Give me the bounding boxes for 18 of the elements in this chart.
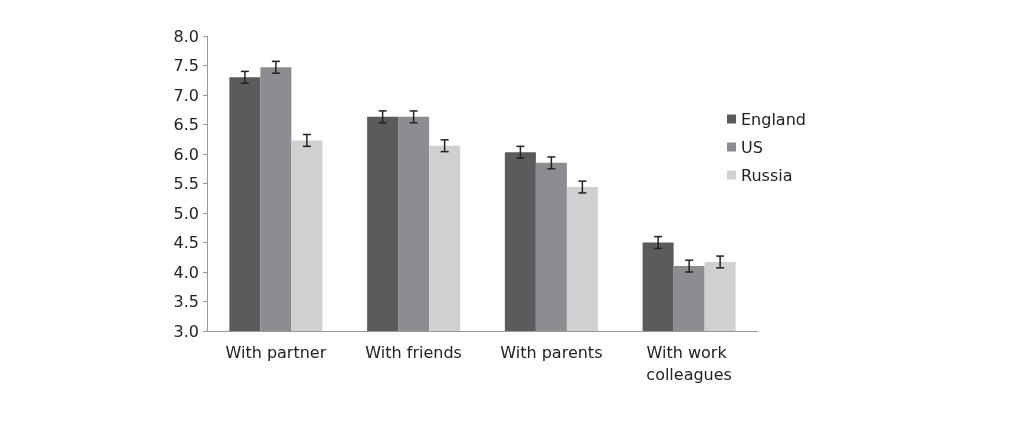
x-tick-label: With work colleagues bbox=[646, 342, 732, 384]
x-tick-label: With parents bbox=[500, 342, 603, 362]
legend-label: US bbox=[741, 137, 763, 157]
y-tick-label: 8.0 bbox=[173, 26, 199, 46]
y-tick-label: 5.0 bbox=[173, 203, 199, 223]
legend-label: Russia bbox=[741, 165, 793, 185]
y-tick-label: 3.0 bbox=[173, 321, 199, 341]
y-tick-label: 7.5 bbox=[173, 56, 199, 75]
x-tick-label: With partner bbox=[225, 342, 327, 362]
y-tick-label: 6.5 bbox=[173, 115, 199, 134]
legend-label: England bbox=[741, 109, 806, 129]
y-tick-label: 4.5 bbox=[173, 233, 199, 252]
y-tick-label: 4.0 bbox=[173, 262, 199, 282]
y-tick-label: 7.0 bbox=[173, 85, 199, 105]
x-tick-label: With friends bbox=[365, 342, 462, 362]
y-tick-label: 6.0 bbox=[173, 144, 199, 164]
y-tick-label: 3.5 bbox=[173, 292, 199, 311]
y-tick-label: 5.5 bbox=[173, 174, 199, 193]
